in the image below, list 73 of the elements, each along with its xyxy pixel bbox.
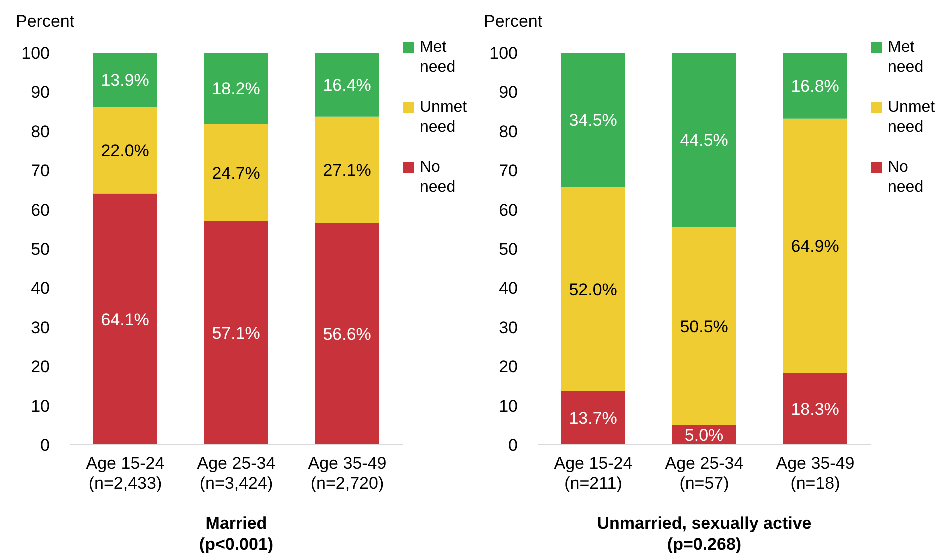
data-label: 18.3% [791, 400, 840, 420]
data-label: 57.1% [212, 324, 260, 344]
bar [93, 53, 158, 108]
y-tick-label: 70 [499, 162, 518, 181]
y-tick-label: 0 [40, 436, 50, 456]
bar [561, 187, 626, 392]
bar [315, 116, 380, 224]
y-axis-title: Percent [16, 12, 75, 32]
y-tick-label: 10 [499, 396, 518, 416]
x-axis-title: Unmarried, sexually active (p=0.268) [596, 513, 813, 555]
data-label: 34.5% [569, 111, 618, 130]
y-tick-label: 0 [508, 436, 518, 456]
y-tick-label: 100 [490, 44, 518, 64]
data-label: 22.0% [101, 142, 150, 161]
bar [93, 194, 158, 445]
bar [204, 221, 268, 445]
legend-label: Met need [420, 38, 457, 78]
legend-label: No need [420, 158, 457, 198]
data-label: 13.7% [569, 409, 618, 428]
data-label: 5.0% [684, 426, 724, 446]
y-tick-label: 90 [31, 83, 50, 102]
bar [561, 53, 626, 188]
y-tick-label: 10 [31, 396, 50, 416]
y-tick-label: 60 [31, 200, 50, 220]
y-tick-label: 40 [31, 279, 50, 298]
data-label: 50.5% [680, 317, 728, 336]
data-label: 44.5% [680, 131, 728, 150]
x-tick-label: Age 25-34 (n=3,424) [197, 454, 276, 493]
data-label: 64.1% [101, 310, 150, 330]
y-tick-label: 100 [22, 44, 50, 64]
y-tick-label: 60 [499, 200, 518, 220]
y-axis-title: Percent [484, 12, 543, 32]
legend-label: Unmet need [888, 98, 936, 138]
legend-label: No need [888, 158, 925, 198]
legend-label: Met need [888, 38, 925, 78]
bar [561, 391, 626, 445]
data-label: 27.1% [323, 161, 372, 180]
bar [204, 124, 268, 222]
bar [672, 53, 736, 228]
bar [315, 223, 380, 445]
x-tick-label: Age 35-49 (n=2,720) [308, 454, 387, 493]
x-tick-label: Age 25-34 (n=57) [665, 454, 744, 493]
data-label: 52.0% [569, 280, 618, 300]
data-label: 64.9% [791, 237, 840, 256]
data-label: 56.6% [323, 325, 372, 344]
y-tick-label: 80 [499, 122, 518, 142]
y-tick-label: 90 [499, 83, 518, 102]
bar [315, 53, 380, 117]
x-tick-label: Age 15-24 (n=211) [554, 454, 633, 493]
bar [783, 373, 848, 445]
y-tick-label: 50 [31, 240, 50, 260]
y-tick-label: 30 [31, 318, 50, 338]
data-label: 16.4% [323, 76, 372, 95]
y-tick-label: 80 [31, 122, 50, 142]
x-tick-label: Age 35-49 (n=18) [776, 454, 855, 493]
bar [672, 227, 736, 426]
bar [93, 107, 158, 194]
data-label: 16.8% [791, 76, 840, 96]
y-tick-label: 40 [499, 279, 518, 298]
bar [783, 118, 848, 374]
y-tick-label: 30 [499, 318, 518, 338]
data-label: 18.2% [212, 80, 260, 99]
bar [204, 53, 268, 124]
y-tick-label: 50 [499, 240, 518, 260]
legend-label: Unmet need [420, 98, 468, 138]
data-label: 13.9% [101, 71, 150, 90]
x-tick-label: Age 15-24 (n=2,433) [86, 454, 165, 493]
data-label: 24.7% [212, 164, 260, 183]
y-tick-label: 20 [31, 358, 50, 377]
y-tick-label: 20 [499, 358, 518, 377]
bar [783, 53, 848, 119]
x-axis-title: Married (p<0.001) [198, 513, 275, 555]
y-tick-label: 70 [31, 162, 50, 181]
